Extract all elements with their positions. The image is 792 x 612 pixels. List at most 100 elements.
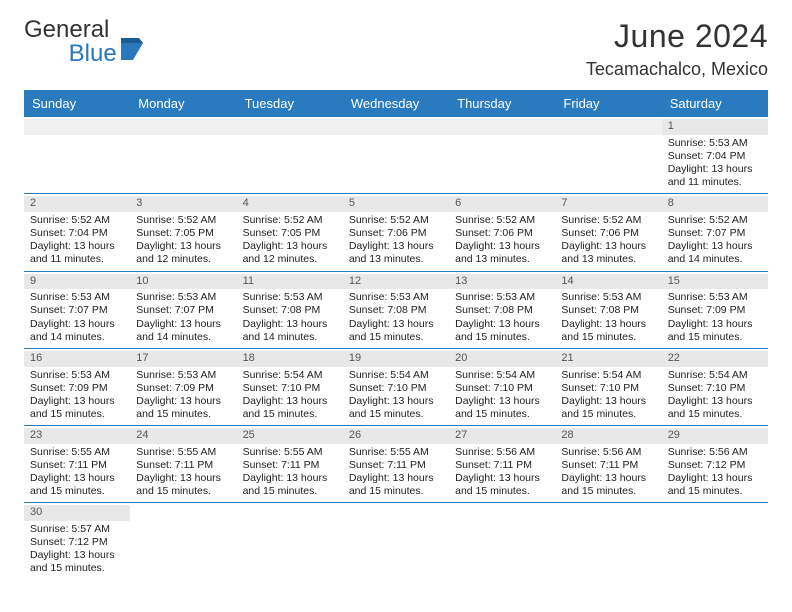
calendar-cell	[662, 503, 768, 579]
sun-info-line: Sunrise: 5:54 AM	[243, 369, 337, 382]
sun-info-line: Daylight: 13 hours	[136, 240, 230, 253]
logo-text-b: Blue	[69, 40, 117, 67]
day-number: 12	[349, 275, 361, 287]
day-number-row: 19	[343, 351, 449, 367]
sun-info-line: and 15 minutes.	[30, 562, 124, 575]
sun-info-line: and 14 minutes.	[136, 331, 230, 344]
sun-info-line: Sunset: 7:05 PM	[243, 227, 337, 240]
sun-info-line: Sunrise: 5:53 AM	[136, 369, 230, 382]
sun-info-line: Sunrise: 5:55 AM	[349, 446, 443, 459]
calendar-cell: 16Sunrise: 5:53 AMSunset: 7:09 PMDayligh…	[24, 349, 130, 425]
sun-info-line: Sunrise: 5:52 AM	[243, 214, 337, 227]
day-number-row: 11	[237, 274, 343, 290]
sun-info-line: Sunset: 7:11 PM	[243, 459, 337, 472]
calendar-cell: 22Sunrise: 5:54 AMSunset: 7:10 PMDayligh…	[662, 349, 768, 425]
calendar-body: 1Sunrise: 5:53 AMSunset: 7:04 PMDaylight…	[24, 117, 768, 580]
sun-info-line: and 15 minutes.	[30, 485, 124, 498]
day-number: 18	[243, 352, 255, 364]
day-number-row: 16	[24, 351, 130, 367]
sun-info-line: and 12 minutes.	[243, 253, 337, 266]
day-number-row: 22	[662, 351, 768, 367]
calendar-cell: 23Sunrise: 5:55 AMSunset: 7:11 PMDayligh…	[24, 426, 130, 502]
sun-info-line: Daylight: 13 hours	[668, 240, 762, 253]
sun-info-line: Sunset: 7:12 PM	[668, 459, 762, 472]
calendar-cell: 5Sunrise: 5:52 AMSunset: 7:06 PMDaylight…	[343, 194, 449, 270]
sun-info-line: and 15 minutes.	[136, 408, 230, 421]
sun-info-line: Sunrise: 5:53 AM	[243, 291, 337, 304]
sun-info-line: and 11 minutes.	[668, 176, 762, 189]
calendar-cell: 24Sunrise: 5:55 AMSunset: 7:11 PMDayligh…	[130, 426, 236, 502]
sun-info-line: Daylight: 13 hours	[243, 472, 337, 485]
day-number-row: 23	[24, 428, 130, 444]
calendar-cell: 27Sunrise: 5:56 AMSunset: 7:11 PMDayligh…	[449, 426, 555, 502]
title-block: June 2024 Tecamachalco, Mexico	[586, 18, 768, 80]
day-number: 9	[30, 275, 36, 287]
sun-info-line: and 14 minutes.	[243, 331, 337, 344]
day-number-row: 1	[662, 119, 768, 135]
sun-info-line: Sunset: 7:10 PM	[243, 382, 337, 395]
calendar-cell	[555, 117, 661, 193]
day-number: 3	[136, 197, 142, 209]
sun-info-line: Sunrise: 5:53 AM	[136, 291, 230, 304]
day-number: 25	[243, 429, 255, 441]
calendar-week: 2Sunrise: 5:52 AMSunset: 7:04 PMDaylight…	[24, 194, 768, 271]
sun-info-line: Daylight: 13 hours	[668, 318, 762, 331]
calendar-week: 1Sunrise: 5:53 AMSunset: 7:04 PMDaylight…	[24, 117, 768, 194]
day-number-row: 3	[130, 196, 236, 212]
sun-info-line: Daylight: 13 hours	[561, 240, 655, 253]
sun-info-line: and 12 minutes.	[136, 253, 230, 266]
sun-info-line: Daylight: 13 hours	[349, 395, 443, 408]
day-number: 1	[668, 120, 674, 132]
sun-info-line: Daylight: 13 hours	[349, 318, 443, 331]
sun-info-line: Sunrise: 5:57 AM	[30, 523, 124, 536]
day-number-row: 13	[449, 274, 555, 290]
sun-info-line: Daylight: 13 hours	[243, 395, 337, 408]
sun-info-line: and 15 minutes.	[243, 485, 337, 498]
sun-info-line: Sunset: 7:06 PM	[455, 227, 549, 240]
sun-info-line: Sunset: 7:10 PM	[349, 382, 443, 395]
sun-info-line: Sunset: 7:07 PM	[136, 304, 230, 317]
day-header-cell: Wednesday	[343, 90, 449, 117]
sun-info-line: Daylight: 13 hours	[30, 318, 124, 331]
sun-info-line: Daylight: 13 hours	[243, 318, 337, 331]
sun-info-line: and 15 minutes.	[455, 408, 549, 421]
sun-info-line: and 15 minutes.	[136, 485, 230, 498]
sun-info-line: Daylight: 13 hours	[455, 395, 549, 408]
day-number-row: 28	[555, 428, 661, 444]
sun-info-line: and 15 minutes.	[561, 485, 655, 498]
sun-info-line: Sunrise: 5:54 AM	[349, 369, 443, 382]
day-header-cell: Tuesday	[237, 90, 343, 117]
sun-info-line: and 15 minutes.	[243, 408, 337, 421]
day-number-row: 29	[662, 428, 768, 444]
sun-info-line: Sunset: 7:10 PM	[668, 382, 762, 395]
calendar-cell: 17Sunrise: 5:53 AMSunset: 7:09 PMDayligh…	[130, 349, 236, 425]
sun-info-line: Sunrise: 5:53 AM	[668, 137, 762, 150]
calendar-cell: 15Sunrise: 5:53 AMSunset: 7:09 PMDayligh…	[662, 272, 768, 348]
day-number: 17	[136, 352, 148, 364]
calendar-cell: 30Sunrise: 5:57 AMSunset: 7:12 PMDayligh…	[24, 503, 130, 579]
day-number-row: 24	[130, 428, 236, 444]
calendar-cell	[237, 503, 343, 579]
day-number: 19	[349, 352, 361, 364]
sun-info-line: Daylight: 13 hours	[455, 472, 549, 485]
day-number: 20	[455, 352, 467, 364]
sun-info-line: Daylight: 13 hours	[455, 240, 549, 253]
calendar-cell	[449, 503, 555, 579]
day-header-cell: Sunday	[24, 90, 130, 117]
sun-info-line: Sunset: 7:11 PM	[561, 459, 655, 472]
sun-info-line: Daylight: 13 hours	[30, 549, 124, 562]
sun-info-line: Sunrise: 5:52 AM	[561, 214, 655, 227]
sun-info-line: and 15 minutes.	[561, 331, 655, 344]
calendar-cell: 4Sunrise: 5:52 AMSunset: 7:05 PMDaylight…	[237, 194, 343, 270]
calendar-cell: 1Sunrise: 5:53 AMSunset: 7:04 PMDaylight…	[662, 117, 768, 193]
day-number: 13	[455, 275, 467, 287]
day-number-row: 9	[24, 274, 130, 290]
calendar-cell: 25Sunrise: 5:55 AMSunset: 7:11 PMDayligh…	[237, 426, 343, 502]
sun-info-line: Sunrise: 5:55 AM	[136, 446, 230, 459]
sun-info-line: Sunset: 7:12 PM	[30, 536, 124, 549]
sun-info-line: Sunrise: 5:52 AM	[136, 214, 230, 227]
calendar: SundayMondayTuesdayWednesdayThursdayFrid…	[24, 90, 768, 580]
day-number: 11	[243, 275, 254, 287]
day-number: 16	[30, 352, 42, 364]
calendar-cell: 3Sunrise: 5:52 AMSunset: 7:05 PMDaylight…	[130, 194, 236, 270]
